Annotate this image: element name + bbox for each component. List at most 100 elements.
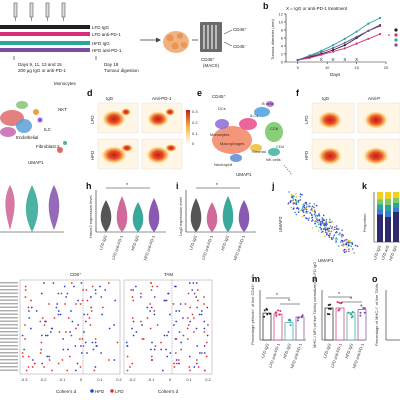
dot xyxy=(173,362,176,365)
umap-point xyxy=(305,211,307,214)
panel-label: f xyxy=(296,88,300,98)
dot xyxy=(76,362,79,365)
dot xyxy=(184,303,187,305)
dot xyxy=(23,348,25,351)
umap-point xyxy=(295,196,298,198)
dot xyxy=(200,310,203,312)
dot xyxy=(108,359,110,361)
density-maps xyxy=(97,102,183,170)
dot xyxy=(44,334,47,337)
y-tick-label: 10 xyxy=(279,20,284,25)
dot xyxy=(79,366,82,368)
group-label: LFD anti-PD-1 xyxy=(267,342,281,368)
dot xyxy=(60,292,63,295)
umap-point xyxy=(325,228,327,231)
dot xyxy=(196,306,199,309)
dot xyxy=(57,362,60,365)
dot xyxy=(146,306,149,309)
dot xyxy=(200,313,203,316)
replicate-dot xyxy=(359,314,362,317)
dot xyxy=(151,341,153,344)
replicate-dot xyxy=(336,301,339,303)
dot xyxy=(46,355,49,358)
dot xyxy=(62,338,64,340)
umap-point xyxy=(328,236,331,239)
umap-point xyxy=(314,221,316,223)
dot xyxy=(104,289,107,291)
row-label-glyph xyxy=(0,362,18,364)
bar xyxy=(324,307,334,341)
row-label-glyph xyxy=(0,285,18,287)
panel-m: m Percentage pHrodo⁺ of live CD45⁺ cells… xyxy=(250,274,306,369)
replicate-dot xyxy=(338,301,341,304)
dot xyxy=(141,324,144,326)
density-maps xyxy=(311,102,400,170)
umap-point xyxy=(333,234,336,236)
umap-point xyxy=(306,206,308,208)
replicate-dot xyxy=(338,308,341,311)
data-point xyxy=(355,35,358,38)
x-tick-label: 20 xyxy=(384,65,389,70)
panel-e: e CD45⁺ DCs B cells ILCs Monocytes Macro… xyxy=(197,88,293,177)
replicate-dot xyxy=(340,302,343,305)
panel-label: h xyxy=(86,181,92,191)
dot xyxy=(69,331,71,333)
dot xyxy=(102,306,104,309)
umap-point xyxy=(293,207,295,209)
axis-label: UMAP1 xyxy=(28,160,44,165)
dot xyxy=(186,327,189,330)
replicate-dot xyxy=(300,315,303,318)
umap-point xyxy=(294,211,296,214)
dot xyxy=(90,310,93,312)
legend-dot xyxy=(90,389,94,393)
panel-title: CD8⁺ xyxy=(70,272,82,277)
dot xyxy=(186,317,189,319)
dot xyxy=(195,282,198,284)
dot xyxy=(24,324,26,326)
dot xyxy=(126,355,129,358)
dot xyxy=(166,334,169,337)
umap-point xyxy=(301,216,304,218)
axis-label: Days xyxy=(330,72,341,77)
umap-clusters xyxy=(212,101,283,162)
dot xyxy=(58,331,61,333)
group-label: LFD IgG xyxy=(372,245,382,261)
dot xyxy=(88,317,91,319)
axis-label: Proportion xyxy=(362,214,367,232)
sig-star: * xyxy=(388,34,390,40)
dot xyxy=(53,317,56,319)
bar xyxy=(273,313,283,341)
dot xyxy=(52,282,55,284)
dot xyxy=(131,317,134,319)
row-label-glyph xyxy=(0,299,18,301)
data-point xyxy=(355,30,358,33)
dot xyxy=(206,334,209,337)
row-label-glyph xyxy=(0,369,18,371)
umap-point xyxy=(297,208,300,210)
cluster-label: Macrophages xyxy=(220,141,244,146)
group-label: HFD anti-PD-1 xyxy=(142,234,156,261)
dot xyxy=(41,334,43,337)
dot xyxy=(125,341,128,344)
dot xyxy=(174,338,177,340)
umap-point xyxy=(295,200,297,202)
col-label: Anti-P xyxy=(368,96,380,101)
dot xyxy=(43,366,45,368)
dot xyxy=(178,331,181,333)
dot xyxy=(153,296,156,298)
data-point xyxy=(320,49,323,52)
row-label: HFD xyxy=(304,150,309,160)
treatment-mark: X xyxy=(355,57,358,62)
group-label: LFD anti-PD-1 xyxy=(200,234,214,260)
group-label: HFD IgG xyxy=(92,41,110,46)
dot xyxy=(156,324,159,326)
col-label: Anti-PD-1 xyxy=(152,96,172,101)
timeline-text: 200 μg IgG or anti-PD-1 xyxy=(18,68,66,73)
dot xyxy=(177,359,180,361)
umap-point xyxy=(342,245,345,247)
dot xyxy=(61,359,64,361)
umap-point xyxy=(324,231,327,233)
dot xyxy=(86,352,88,354)
axis-label: Cohen's d xyxy=(56,389,77,394)
